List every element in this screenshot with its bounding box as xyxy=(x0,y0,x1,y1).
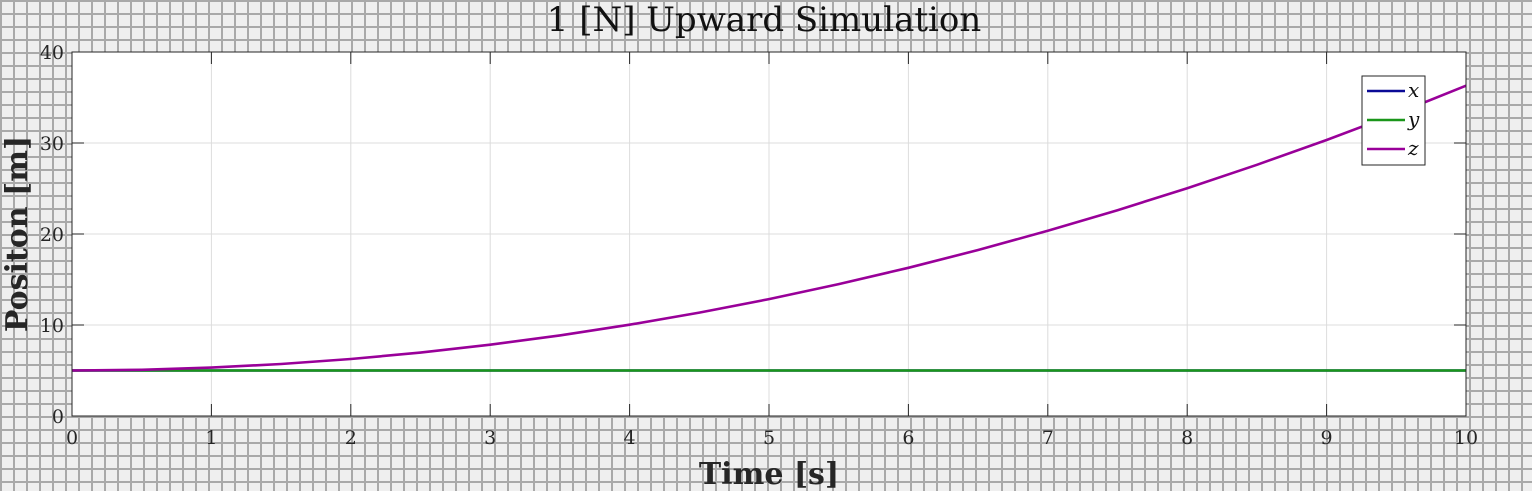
x-axis-label: Time [s] xyxy=(699,457,839,491)
chart-title: 1 [N] Upward Simulation xyxy=(547,0,982,40)
x-tick-label: 2 xyxy=(345,427,357,449)
x-tick-label: 5 xyxy=(763,427,775,449)
y-tick-label: 10 xyxy=(40,315,64,337)
x-tick-label: 4 xyxy=(624,427,636,449)
x-tick-label: 6 xyxy=(902,427,914,449)
x-tick-label: 0 xyxy=(66,427,78,449)
x-tick-label: 9 xyxy=(1321,427,1333,449)
ticks xyxy=(71,51,1467,417)
x-tick-label: 1 xyxy=(205,427,217,449)
x-tick-label: 8 xyxy=(1181,427,1193,449)
x-tick-label: 7 xyxy=(1042,427,1054,449)
y-tick-label: 40 xyxy=(40,42,64,64)
series-layer xyxy=(71,84,1467,372)
x-tick-label: 10 xyxy=(1454,427,1478,449)
series-line-z xyxy=(71,84,1467,372)
legend-label-z: z xyxy=(1407,136,1419,160)
legend-label-x: x xyxy=(1408,78,1419,102)
legend-items: xyz xyxy=(1367,78,1420,160)
y-tick-label: 30 xyxy=(40,133,64,155)
y-tick-label: 0 xyxy=(52,406,64,428)
legend-label-y: y xyxy=(1407,107,1420,131)
x-tick-label: 3 xyxy=(484,427,496,449)
legend: xyz xyxy=(1361,75,1426,166)
tick-labels: 0 1 2 3 4 5 6 7 8 9 10 0 10 20 30 40 xyxy=(40,42,1478,449)
y-tick-label: 20 xyxy=(40,224,64,246)
y-axis-label: Positon [m] xyxy=(0,136,35,332)
